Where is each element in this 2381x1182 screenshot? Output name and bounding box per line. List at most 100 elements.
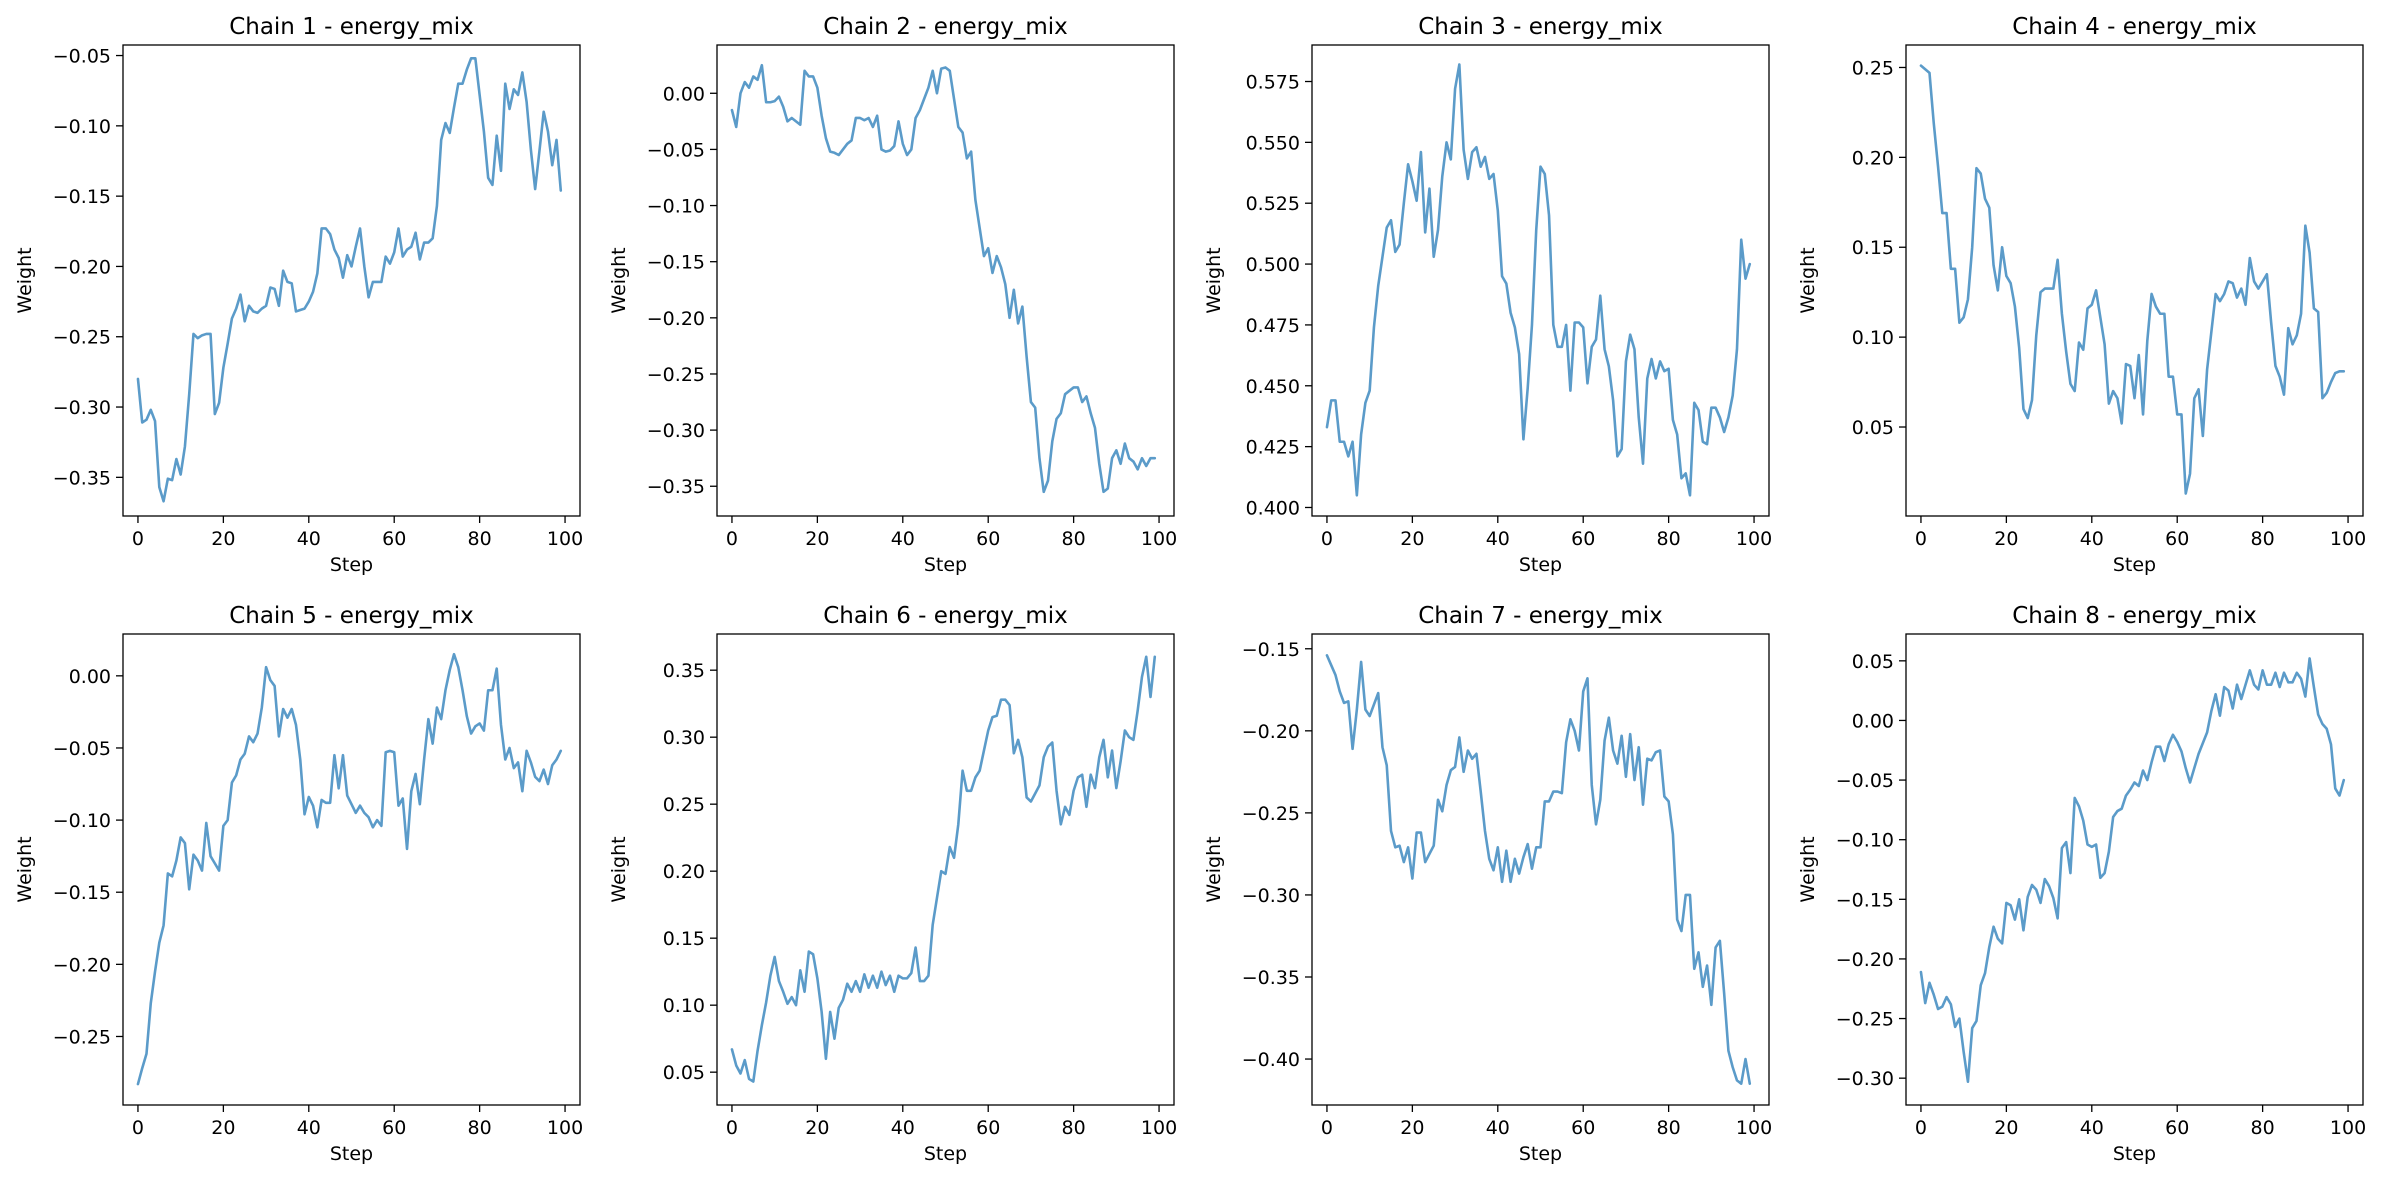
axes-frame bbox=[1311, 633, 1770, 1106]
y-tick-label: −0.05 bbox=[53, 738, 111, 760]
y-tick-label: −0.15 bbox=[1242, 639, 1300, 661]
y-tick-label: −0.30 bbox=[647, 420, 705, 442]
y-tick-label: 0.10 bbox=[663, 995, 705, 1017]
x-tick-label: 0 bbox=[132, 1117, 144, 1139]
y-tick-label: 0.500 bbox=[1246, 254, 1300, 276]
y-tick-label: −0.05 bbox=[1836, 770, 1894, 792]
y-tick-label: −0.25 bbox=[1836, 1009, 1894, 1031]
x-axis-label: Step bbox=[924, 1143, 967, 1165]
subplot-title: Chain 6 - energy_mix bbox=[823, 603, 1068, 629]
subplot-chain-7: Chain 7 - energy_mix 0 20 40 60 80 100 −0.40 −0.… bbox=[1203, 603, 1772, 1165]
y-tick-label: 0.15 bbox=[663, 928, 705, 950]
x-tick-label: 40 bbox=[2080, 1117, 2104, 1139]
y-axis-label: Weight bbox=[608, 247, 630, 313]
y-tick-label: −0.40 bbox=[1242, 1049, 1300, 1071]
x-tick-label: 0 bbox=[1915, 1117, 1927, 1139]
y-tick-label: 0.25 bbox=[663, 794, 705, 816]
y-axis-label: Weight bbox=[14, 836, 36, 902]
subplot-title: Chain 8 - energy_mix bbox=[2012, 603, 2257, 629]
series-line bbox=[730, 63, 1157, 494]
x-tick-label: 60 bbox=[382, 528, 406, 550]
y-tick-label: −0.10 bbox=[647, 196, 705, 218]
y-tick-label: −0.30 bbox=[1242, 885, 1300, 907]
y-tick-label: 0.425 bbox=[1246, 437, 1300, 459]
x-tick-label: 0 bbox=[132, 528, 144, 550]
y-tick-label: −0.15 bbox=[53, 186, 111, 208]
y-axis-label: Weight bbox=[1203, 247, 1225, 313]
y-tick-label: −0.15 bbox=[53, 882, 111, 904]
x-tick-label: 0 bbox=[1321, 528, 1333, 550]
y-tick-label: 0.05 bbox=[1852, 651, 1894, 673]
y-tick-label: −0.10 bbox=[1836, 830, 1894, 852]
series-line bbox=[1919, 657, 2346, 1084]
y-tick-label: 0.20 bbox=[1852, 147, 1894, 169]
x-axis-label: Step bbox=[330, 554, 373, 576]
y-tick-label: −0.15 bbox=[647, 252, 705, 274]
y-tick-label: 0.450 bbox=[1246, 376, 1300, 398]
x-tick-label: 20 bbox=[1400, 528, 1424, 550]
y-tick-label: 0.25 bbox=[1852, 57, 1894, 79]
series-line bbox=[1325, 654, 1752, 1085]
y-tick-label: −0.30 bbox=[1836, 1068, 1894, 1090]
x-tick-label: 40 bbox=[297, 1117, 321, 1139]
x-tick-label: 40 bbox=[891, 1117, 915, 1139]
x-axis-label: Step bbox=[2113, 554, 2156, 576]
y-tick-label: −0.10 bbox=[53, 810, 111, 832]
subplot-chain-3: Chain 3 - energy_mix 0 20 40 60 80 100 0.400 0.4… bbox=[1203, 14, 1772, 576]
y-tick-label: 0.550 bbox=[1246, 132, 1300, 154]
subplot-chain-4: Chain 4 - energy_mix 0 20 40 60 80 100 0.05 0.10… bbox=[1797, 14, 2366, 576]
series-line bbox=[1919, 64, 2346, 495]
axes-frame bbox=[716, 44, 1175, 517]
y-axis-label: Weight bbox=[1797, 247, 1819, 313]
subplot-chain-8: Chain 8 - energy_mix 0 20 40 60 80 100 −0.30 −0.… bbox=[1797, 603, 2366, 1165]
x-tick-label: 80 bbox=[468, 1117, 492, 1139]
y-tick-label: 0.05 bbox=[663, 1062, 705, 1084]
y-tick-label: −0.25 bbox=[1242, 803, 1300, 825]
subplot-chain-6: Chain 6 - energy_mix 0 20 40 60 80 100 0.05 0.10… bbox=[608, 603, 1177, 1165]
x-tick-label: 80 bbox=[2251, 528, 2275, 550]
x-tick-label: 40 bbox=[1486, 528, 1510, 550]
series-line bbox=[136, 57, 563, 503]
x-axis-label: Step bbox=[1519, 1143, 1562, 1165]
x-tick-label: 20 bbox=[1994, 1117, 2018, 1139]
y-tick-label: 0.525 bbox=[1246, 193, 1300, 215]
x-tick-label: 20 bbox=[211, 528, 235, 550]
x-tick-label: 20 bbox=[805, 1117, 829, 1139]
x-tick-label: 40 bbox=[2080, 528, 2104, 550]
x-tick-label: 20 bbox=[1400, 1117, 1424, 1139]
x-tick-label: 0 bbox=[1915, 528, 1927, 550]
axes-frame bbox=[1311, 44, 1770, 517]
x-tick-label: 60 bbox=[976, 1117, 1000, 1139]
series-line bbox=[136, 652, 563, 1086]
y-tick-label: −0.35 bbox=[1242, 967, 1300, 989]
series-line bbox=[1325, 63, 1752, 497]
y-axis-label: Weight bbox=[1797, 836, 1819, 902]
y-tick-label: −0.20 bbox=[53, 954, 111, 976]
series-line bbox=[730, 655, 1157, 1083]
x-tick-label: 100 bbox=[1736, 1117, 1772, 1139]
y-tick-label: 0.00 bbox=[1852, 710, 1894, 732]
x-tick-label: 100 bbox=[547, 528, 583, 550]
x-tick-label: 60 bbox=[2165, 1117, 2189, 1139]
y-tick-label: 0.00 bbox=[663, 83, 705, 105]
x-tick-label: 80 bbox=[1657, 528, 1681, 550]
subplot-chain-1: Chain 1 - energy_mix 0 20 40 60 80 100 −0.35 −0.… bbox=[14, 14, 583, 576]
x-tick-label: 100 bbox=[1736, 528, 1772, 550]
x-tick-label: 40 bbox=[1486, 1117, 1510, 1139]
y-tick-label: −0.35 bbox=[647, 476, 705, 498]
y-tick-label: −0.20 bbox=[1836, 949, 1894, 971]
subplot-title: Chain 5 - energy_mix bbox=[229, 603, 474, 629]
x-tick-label: 60 bbox=[382, 1117, 406, 1139]
y-tick-label: 0.15 bbox=[1852, 237, 1894, 259]
axes-frame bbox=[1905, 633, 2364, 1106]
x-tick-label: 100 bbox=[1141, 528, 1177, 550]
y-tick-label: −0.35 bbox=[53, 467, 111, 489]
y-axis-label: Weight bbox=[14, 247, 36, 313]
axes-frame bbox=[1905, 44, 2364, 517]
x-axis-label: Step bbox=[2113, 1143, 2156, 1165]
x-tick-label: 100 bbox=[2330, 528, 2366, 550]
subplot-chain-5: Chain 5 - energy_mix 0 20 40 60 80 100 −0.25 −0.… bbox=[14, 603, 583, 1165]
axes-frame bbox=[716, 633, 1175, 1106]
x-tick-label: 40 bbox=[297, 528, 321, 550]
x-tick-label: 0 bbox=[726, 528, 738, 550]
